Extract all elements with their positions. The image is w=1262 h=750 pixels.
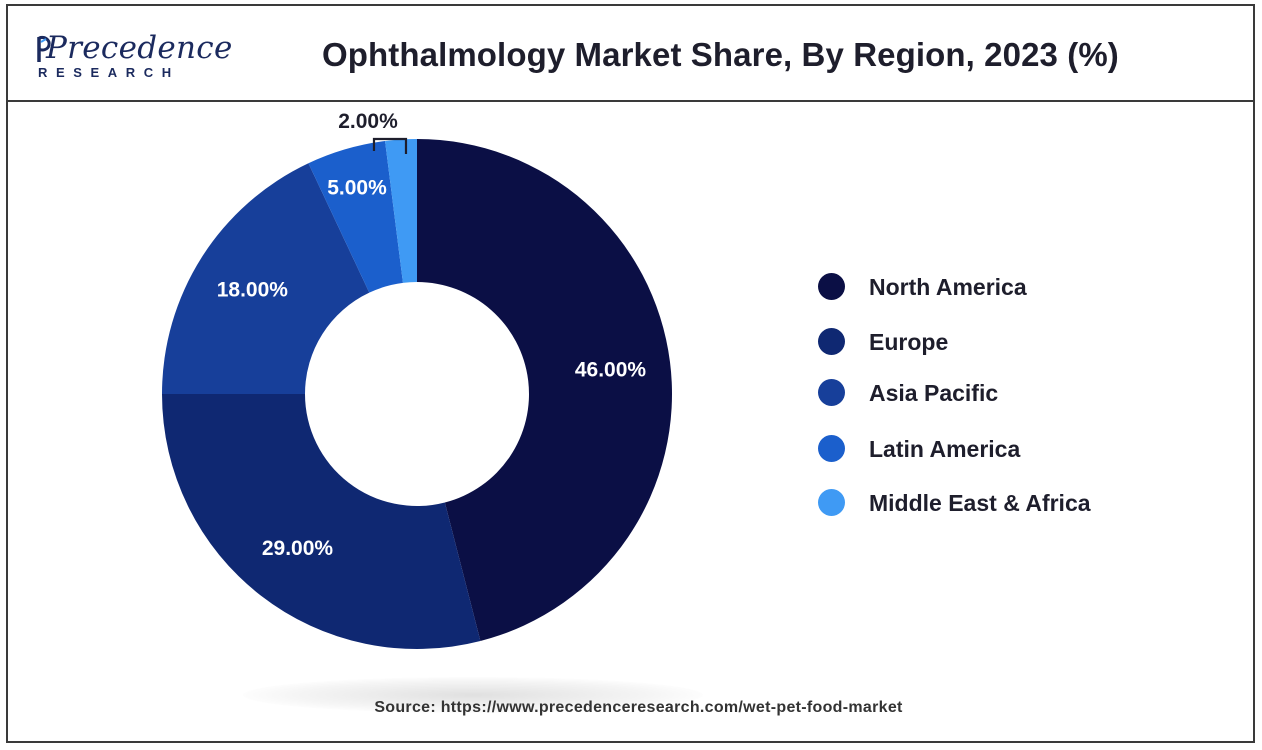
header: Precedence RESEARCH Ophthalmology Market… [8,6,1253,102]
data-label-middle-east-africa: 2.00% [338,110,398,133]
legend-swatch [818,328,845,355]
legend-label: Middle East & Africa [869,490,1091,516]
data-label-north-america: 46.00% [575,359,647,382]
logo-leaf-icon [37,36,51,62]
slice-latin-america [308,141,403,293]
precedence-research-logo: Precedence RESEARCH [34,30,232,86]
legend-swatch [818,379,845,406]
source-note: Source: https://www.precedenceresearch.c… [8,699,1253,717]
slice-asia-pacific [162,163,370,394]
donut-chart: 46.00% 29.00% 18.00% 5.00% 2.00% [162,110,673,649]
legend-label: North America [869,274,1027,300]
legend-label: Europe [869,329,949,355]
legend-swatch [818,489,845,516]
data-label-europe: 29.00% [262,537,334,560]
legend-swatch [818,273,845,300]
legend-swatch [818,435,845,462]
chart-area: 46.00% 29.00% 18.00% 5.00% 2.00% North Ameri… [8,102,1253,741]
logo-subtitle: RESEARCH [38,65,180,80]
slice-north-america [417,139,673,641]
data-label-asia-pacific: 18.00% [217,279,289,302]
legend-label: Latin America [869,436,1021,462]
label-leader-bracket [372,137,408,154]
infographic-frame: Precedence RESEARCH Ophthalmology Market… [6,4,1255,743]
slice-europe [162,394,481,649]
legend-label: Asia Pacific [869,380,999,406]
chart-shadow [243,677,703,713]
logo-wordmark: Precedence [46,30,233,66]
chart-title: Ophthalmology Market Share, By Region, 2… [322,36,1119,73]
source-text: Source: https://www.precedenceresearch.c… [374,699,903,716]
slice-middle-east-africa [385,139,417,283]
data-label-latin-america: 5.00% [327,177,387,200]
